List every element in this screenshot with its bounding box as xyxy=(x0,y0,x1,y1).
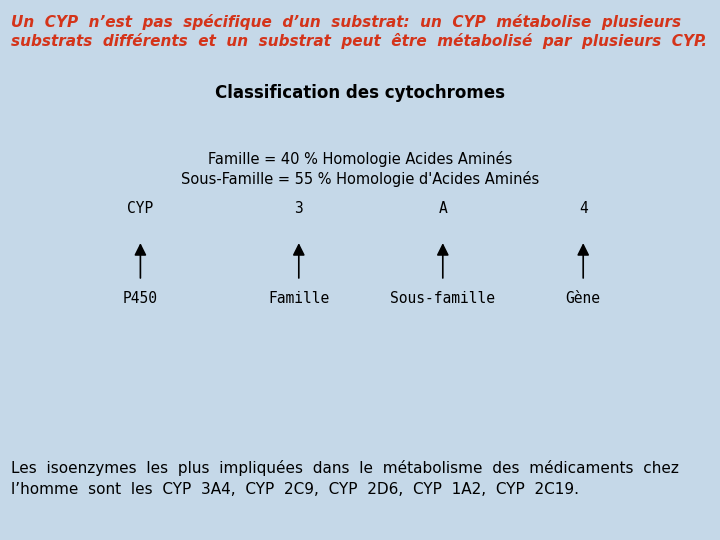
Text: Classification des cytochromes: Classification des cytochromes xyxy=(215,84,505,102)
Text: 3: 3 xyxy=(294,201,303,216)
Text: A: A xyxy=(438,201,447,216)
Text: Un  CYP  n’est  pas  spécifique  d’un  substrat:  un  CYP  métabolise  plusieurs: Un CYP n’est pas spécifique d’un substra… xyxy=(11,14,681,30)
Text: Famille: Famille xyxy=(268,291,330,306)
Text: Famille = 40 % Homologie Acides Aminés: Famille = 40 % Homologie Acides Aminés xyxy=(208,151,512,167)
Text: Sous-famille: Sous-famille xyxy=(390,291,495,306)
Text: 4: 4 xyxy=(579,201,588,216)
Text: P450: P450 xyxy=(123,291,158,306)
Text: Gène: Gène xyxy=(566,291,600,306)
Text: Sous-Famille = 55 % Homologie d'Acides Aminés: Sous-Famille = 55 % Homologie d'Acides A… xyxy=(181,171,539,187)
Text: l’homme  sont  les  CYP  3A4,  CYP  2C9,  CYP  2D6,  CYP  1A2,  CYP  2C19.: l’homme sont les CYP 3A4, CYP 2C9, CYP 2… xyxy=(11,482,579,497)
Text: substrats  différents  et  un  substrat  peut  être  métabolisé  par  plusieurs : substrats différents et un substrat peut… xyxy=(11,33,707,50)
Text: Les  isoenzymes  les  plus  impliquées  dans  le  métabolisme  des  médicaments : Les isoenzymes les plus impliquées dans … xyxy=(11,460,679,476)
Text: CYP: CYP xyxy=(127,201,153,216)
